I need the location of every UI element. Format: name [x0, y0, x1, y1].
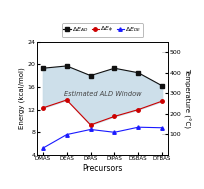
Text: Estimated ALD Window: Estimated ALD Window — [63, 91, 141, 97]
Y-axis label: Energy (kcal/mol): Energy (kcal/mol) — [19, 67, 25, 129]
Legend: $\Delta E_{AD}$, $\Delta E_{\phi}$, $\Delta E_{DE}$: $\Delta E_{AD}$, $\Delta E_{\phi}$, $\De… — [61, 23, 143, 37]
X-axis label: Precursors: Precursors — [82, 164, 122, 173]
Y-axis label: Temperature (°C): Temperature (°C) — [182, 68, 190, 128]
